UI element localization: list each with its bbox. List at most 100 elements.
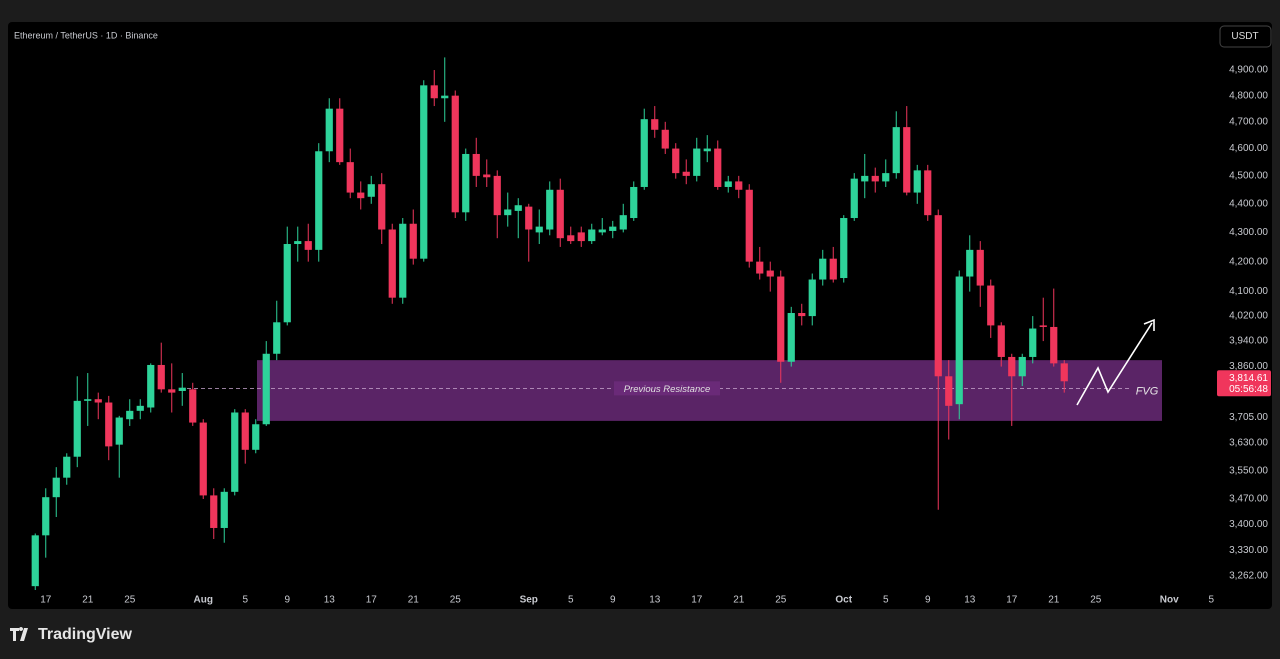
- candle-body: [1060, 363, 1068, 382]
- candle-body: [157, 364, 165, 390]
- x-tick-label: 25: [450, 595, 462, 606]
- x-tick-label: 25: [775, 595, 787, 606]
- candle-body: [105, 402, 113, 447]
- y-tick-label: 3,470.00: [1229, 494, 1268, 505]
- candle-body: [556, 189, 564, 239]
- projection-arrow: [1076, 322, 1153, 406]
- candle-body: [189, 389, 197, 423]
- candle-body: [304, 241, 312, 250]
- candle-body: [955, 276, 963, 405]
- candle-body: [42, 497, 50, 536]
- candle-body: [850, 178, 858, 219]
- candle-body: [525, 206, 533, 230]
- y-tick-label: 4,400.00: [1229, 198, 1268, 209]
- y-tick-label: 3,550.00: [1229, 465, 1268, 476]
- candle-body: [1039, 325, 1047, 327]
- candle-body: [735, 181, 743, 190]
- y-tick-label: 3,330.00: [1229, 545, 1268, 556]
- candle-body: [378, 184, 386, 230]
- candle-body: [546, 189, 554, 230]
- candle-body: [504, 209, 512, 216]
- x-tick-label: Oct: [835, 595, 852, 606]
- x-tick-label: 5: [883, 595, 889, 606]
- x-tick-label: 5: [1208, 595, 1214, 606]
- candle-body: [640, 119, 648, 187]
- candle-body: [724, 181, 732, 187]
- currency-label[interactable]: USDT: [1231, 31, 1258, 42]
- candle-body: [451, 95, 459, 213]
- candle-body: [493, 175, 501, 216]
- candle-body: [598, 229, 606, 233]
- candle-body: [178, 387, 186, 391]
- candle-body: [976, 249, 984, 286]
- candle-body: [997, 325, 1005, 357]
- candle-body: [756, 261, 764, 274]
- candle-body: [892, 127, 900, 174]
- candle-body: [693, 148, 701, 176]
- price-tag-countdown: 05:56:48: [1229, 384, 1268, 395]
- x-tick-label: 9: [610, 595, 616, 606]
- candle-body: [273, 322, 281, 354]
- y-tick-label: 4,200.00: [1229, 256, 1268, 267]
- brand-icon: [10, 627, 28, 641]
- candle-body: [357, 192, 365, 199]
- brand-name: TradingView: [38, 626, 133, 643]
- x-tick-label: Aug: [194, 595, 213, 606]
- candle-body: [409, 223, 417, 259]
- x-tick-label: 21: [408, 595, 420, 606]
- chart-panel: [8, 22, 1272, 609]
- x-tick-label: 25: [1090, 595, 1102, 606]
- candle-body: [619, 215, 627, 230]
- candle-body: [903, 127, 911, 193]
- candle-body: [241, 412, 249, 450]
- y-tick-label: 3,705.00: [1229, 412, 1268, 423]
- resistance-label: Previous Resistance: [624, 384, 711, 395]
- candle-body: [567, 235, 575, 242]
- candle-body: [325, 108, 333, 152]
- candle-body: [262, 353, 270, 425]
- symbol-title: Ethereum / TetherUS · 1D · Binance: [14, 30, 158, 40]
- candle-body: [777, 276, 785, 362]
- y-tick-label: 4,300.00: [1229, 227, 1268, 238]
- currency-button[interactable]: [1219, 25, 1272, 48]
- candle-body: [714, 148, 722, 187]
- y-tick-label: 4,500.00: [1229, 171, 1268, 182]
- resistance-label-bg: [614, 381, 720, 396]
- candle-body: [115, 417, 123, 445]
- candle-body: [388, 229, 396, 298]
- x-tick-label: Sep: [520, 595, 538, 606]
- candle-body: [861, 175, 869, 182]
- candle-body: [472, 153, 480, 176]
- x-tick-label: 21: [82, 595, 94, 606]
- candle-body: [661, 129, 669, 149]
- y-tick-label: 4,100.00: [1229, 286, 1268, 297]
- x-tick-label: 13: [964, 595, 976, 606]
- candle-body: [147, 364, 155, 408]
- y-tick-label: 3,860.00: [1229, 361, 1268, 372]
- y-tick-label: 3,400.00: [1229, 519, 1268, 530]
- x-tick-label: 5: [568, 595, 574, 606]
- y-tick-label: 3,940.00: [1229, 336, 1268, 347]
- candle-body: [84, 399, 92, 401]
- x-tick-label: Nov: [1160, 595, 1179, 606]
- candle-body: [924, 170, 932, 216]
- candle-body: [315, 151, 323, 250]
- candle-body: [441, 95, 449, 99]
- brand-logo: TradingView: [10, 626, 133, 643]
- candle-body: [430, 85, 438, 99]
- y-tick-label: 4,800.00: [1229, 90, 1268, 101]
- candle-body: [934, 215, 942, 377]
- candle-body: [210, 495, 218, 528]
- y-tick-label: 3,262.00: [1229, 570, 1268, 581]
- candle-body: [1008, 356, 1016, 377]
- candle-body: [535, 226, 543, 233]
- price-tag-label: 3,814.61: [1229, 373, 1268, 384]
- candle-body: [945, 376, 953, 406]
- x-tick-label: 21: [733, 595, 745, 606]
- candle-body: [346, 162, 354, 193]
- y-tick-label: 4,020.00: [1229, 311, 1268, 322]
- candle-body: [630, 186, 638, 219]
- candle-body: [840, 218, 848, 279]
- candle-body: [73, 400, 81, 457]
- candle-body: [829, 258, 837, 280]
